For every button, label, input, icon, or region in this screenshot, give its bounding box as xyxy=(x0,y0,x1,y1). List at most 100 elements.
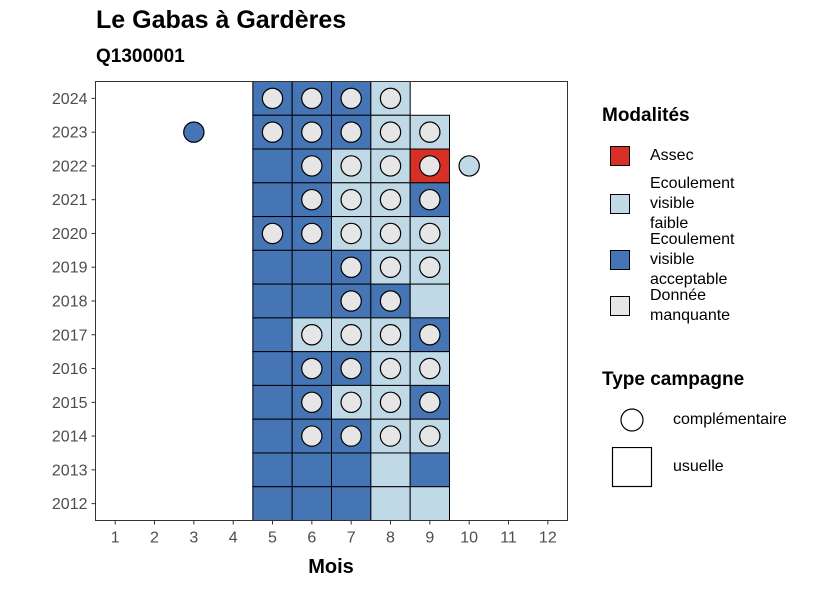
point-2023-6 xyxy=(301,121,323,143)
tile-2012-7 xyxy=(331,486,372,522)
point-2020-6 xyxy=(301,222,323,245)
tile-2022-5 xyxy=(252,148,293,184)
point-2017-8 xyxy=(379,324,402,346)
point-2018-7 xyxy=(340,290,362,312)
legend-swatch xyxy=(610,296,630,316)
legend-campagne-label: complémentaire xyxy=(673,411,787,428)
point-2017-7 xyxy=(340,324,362,346)
x-tick-label-12: 12 xyxy=(539,530,557,547)
point-2017-9 xyxy=(419,324,441,346)
point-2019-9 xyxy=(419,256,441,278)
point-2023-5 xyxy=(261,121,284,143)
tile-2013-9 xyxy=(409,452,450,488)
y-tick-label-2023: 2023 xyxy=(52,125,88,142)
x-tick-label-4: 4 xyxy=(229,530,238,547)
x-axis-title: Mois xyxy=(308,556,354,578)
square-icon xyxy=(611,447,653,488)
point-2021-8 xyxy=(379,188,402,211)
tile-2013-7 xyxy=(331,452,372,488)
legend-swatch xyxy=(610,250,630,270)
point-2019-8 xyxy=(379,256,402,278)
x-axis: 1 2 3 4 5 6 7 8 9 10 11 12 xyxy=(111,520,557,547)
legend-modalites-title: Modalités xyxy=(602,105,690,126)
tile-2012-9 xyxy=(409,486,450,522)
point-2022-8 xyxy=(379,155,402,177)
x-tick-label-5: 5 xyxy=(268,530,277,547)
point-2018-8 xyxy=(379,290,402,312)
y-axis: 2012 2013 2014 2015 2016 2017 2018 2019 2020 2021… xyxy=(52,91,96,513)
x-tick-label-11: 11 xyxy=(500,530,517,547)
y-tick-label-2020: 2020 xyxy=(52,226,88,243)
legend-campagne-label: usuelle xyxy=(673,458,724,475)
legend-label: Ecoulement visible faible xyxy=(650,175,735,232)
y-tick-label-2024: 2024 xyxy=(52,91,88,108)
point-2022-7 xyxy=(340,155,362,177)
tile-2012-8 xyxy=(370,486,411,522)
x-tick-label-3: 3 xyxy=(189,530,198,547)
point-2016-8 xyxy=(379,357,402,380)
legend-label: Assec xyxy=(650,147,694,164)
point-2023-8 xyxy=(379,121,402,143)
point-2022-10 xyxy=(458,155,480,177)
tile-2018-6 xyxy=(291,283,332,319)
tile-2013-5 xyxy=(252,452,293,488)
tile-2016-5 xyxy=(252,351,293,386)
point-2014-6 xyxy=(301,425,323,447)
legend-swatch xyxy=(610,194,630,214)
tile-2014-9 xyxy=(409,418,450,454)
point-2015-6 xyxy=(301,391,323,414)
tile-2014-5 xyxy=(252,418,293,454)
point-2016-7 xyxy=(340,357,362,380)
x-tick-label-6: 6 xyxy=(307,530,316,547)
legend-swatch xyxy=(610,146,630,166)
chart-subtitle: Q1300001 xyxy=(96,46,185,67)
y-tick-label-2015: 2015 xyxy=(52,395,88,412)
y-tick-label-2012: 2012 xyxy=(52,496,88,513)
usuelle-tiles xyxy=(252,81,450,522)
legend-label: Ecoulement visible acceptable xyxy=(650,231,735,288)
y-tick-label-2021: 2021 xyxy=(52,192,88,209)
tile-2012-6 xyxy=(291,486,332,522)
point-2015-8 xyxy=(379,391,402,414)
x-tick-label-9: 9 xyxy=(425,530,434,547)
point-2024-6 xyxy=(301,87,323,110)
y-tick-label-2013: 2013 xyxy=(52,462,88,479)
tile-2018-9 xyxy=(409,283,450,319)
y-tick-label-2022: 2022 xyxy=(52,158,88,175)
tile-2019-6 xyxy=(291,249,332,285)
point-2023-9 xyxy=(419,121,441,143)
tile-2021-5 xyxy=(252,182,293,218)
y-tick-label-2014: 2014 xyxy=(52,429,88,446)
point-2020-8 xyxy=(379,222,402,245)
y-tick-label-2016: 2016 xyxy=(52,361,88,378)
point-2022-6 xyxy=(301,155,323,177)
point-2014-8 xyxy=(379,425,402,447)
tile-2012-5 xyxy=(252,486,293,522)
point-2022-9 xyxy=(419,155,441,177)
point-2023-7 xyxy=(340,121,362,143)
x-tick-label-10: 10 xyxy=(460,530,478,547)
point-2020-5 xyxy=(261,222,284,245)
complementaire-points xyxy=(183,87,480,447)
tile-2018-5 xyxy=(252,283,293,319)
point-2024-5 xyxy=(261,87,284,110)
legend-campagne-title: Type campagne xyxy=(602,369,745,390)
point-2016-9 xyxy=(419,357,441,380)
point-2021-7 xyxy=(340,188,362,211)
point-2021-9 xyxy=(419,188,441,211)
point-2016-6 xyxy=(301,357,323,380)
legend-label: Donnée manquante xyxy=(650,287,731,324)
circle-icon xyxy=(620,408,644,432)
point-2015-9 xyxy=(419,391,441,414)
y-tick-label-2018: 2018 xyxy=(52,294,88,311)
tile-2019-5 xyxy=(252,249,293,285)
x-tick-label-7: 7 xyxy=(347,530,356,547)
y-tick-label-2019: 2019 xyxy=(52,260,88,277)
point-2020-9 xyxy=(419,222,441,245)
point-2021-6 xyxy=(301,188,323,211)
x-tick-label-2: 2 xyxy=(150,530,159,547)
point-2024-7 xyxy=(340,87,362,110)
tile-2013-6 xyxy=(291,452,332,488)
y-tick-label-2017: 2017 xyxy=(52,327,88,344)
